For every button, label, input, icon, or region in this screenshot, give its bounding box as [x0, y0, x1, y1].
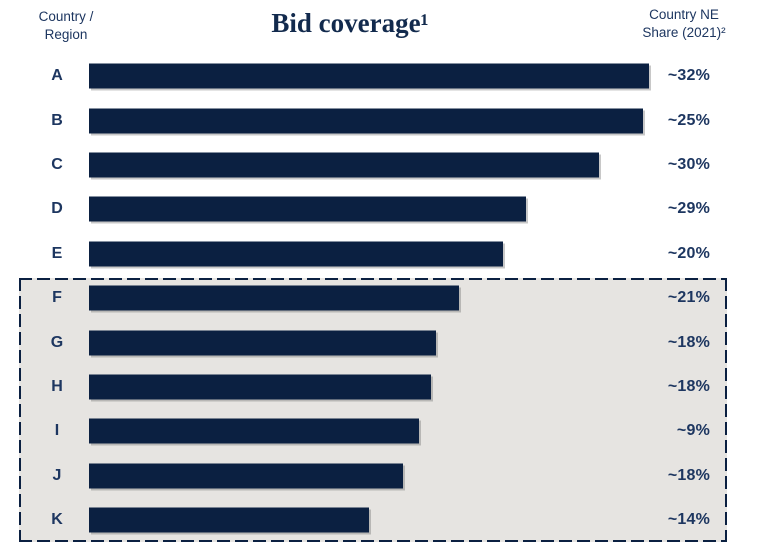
country-ne-share-column-header: Country NE Share (2021)²: [642, 7, 726, 40]
category-label: H: [51, 377, 63, 395]
category-label: B: [51, 111, 63, 129]
chart-row: B ~25%: [0, 98, 758, 142]
category-label: C: [51, 155, 63, 173]
category-label: I: [54, 422, 60, 440]
category-label: A: [51, 67, 63, 85]
bar-chart: A ~32% B ~25% C ~30% D ~29% E ~20% F ~21…: [0, 54, 758, 542]
ne-share-value: ~9%: [676, 422, 710, 440]
ne-share-value: ~14%: [667, 511, 710, 529]
chart-row: F ~21%: [0, 276, 758, 320]
ne-share-value: ~30%: [667, 155, 710, 173]
bid-coverage-bar: [89, 463, 403, 489]
country-region-column-header: Country / Region: [38, 9, 94, 42]
chart-row: C ~30%: [0, 143, 758, 187]
category-label: E: [51, 244, 63, 262]
bid-coverage-bar: [89, 241, 504, 267]
chart-row: E ~20%: [0, 232, 758, 276]
ne-share-value: ~25%: [667, 111, 710, 129]
ne-share-value: ~29%: [667, 200, 710, 218]
ne-share-value: ~18%: [667, 466, 710, 484]
chart-row: K ~14%: [0, 498, 758, 542]
chart-row: G ~18%: [0, 320, 758, 364]
bid-coverage-bar: [89, 196, 526, 222]
bid-coverage-bar: [89, 63, 649, 89]
bid-coverage-bar: [89, 152, 599, 178]
category-label: G: [50, 333, 64, 351]
ne-share-value: ~20%: [667, 244, 710, 262]
bid-coverage-bar: [89, 108, 644, 134]
ne-share-value: ~18%: [667, 377, 710, 395]
chart-row: I ~9%: [0, 409, 758, 453]
bid-coverage-bar: [89, 418, 420, 444]
bid-coverage-bar: [89, 374, 431, 400]
chart-row: J ~18%: [0, 454, 758, 498]
category-label: D: [51, 200, 63, 218]
chart-row: H ~18%: [0, 365, 758, 409]
category-label: F: [52, 289, 62, 307]
bid-coverage-bar: [89, 507, 369, 533]
bid-coverage-bar: [89, 330, 437, 356]
category-label: J: [52, 466, 62, 484]
chart-title: Bid coverage¹: [271, 8, 429, 38]
category-label: K: [51, 511, 63, 529]
ne-share-value: ~18%: [667, 333, 710, 351]
ne-share-value: ~21%: [667, 289, 710, 307]
chart-row: D ~29%: [0, 187, 758, 231]
chart-row: A ~32%: [0, 54, 758, 98]
bid-coverage-bar: [89, 285, 459, 311]
highlight-box: [19, 278, 727, 542]
ne-share-value: ~32%: [667, 67, 710, 85]
